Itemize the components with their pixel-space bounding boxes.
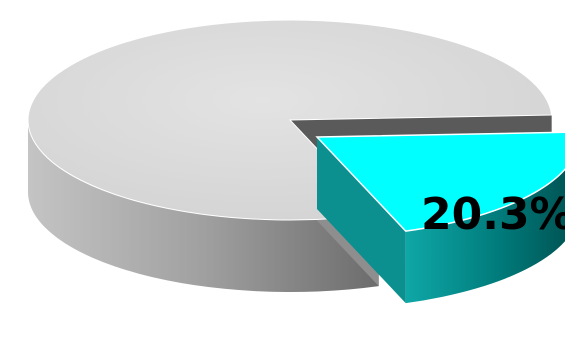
slice-cut-face-small [317, 137, 406, 304]
slice-top-large [27, 19, 553, 221]
slice-top-small [315, 131, 565, 232]
slice-side-small [405, 169, 565, 304]
slice-side-large [28, 120, 379, 293]
slice-label-20-3: 20.3% [421, 189, 565, 240]
